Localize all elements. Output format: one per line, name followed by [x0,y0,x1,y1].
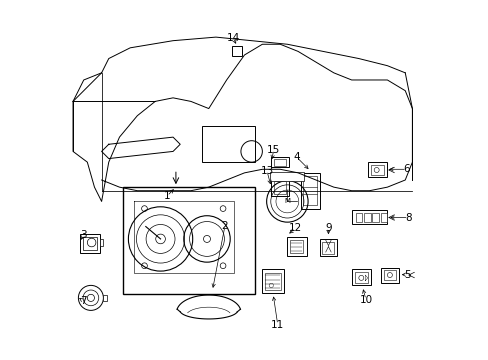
Bar [83,237,97,250]
Bar [201,126,255,162]
Text: 11: 11 [270,320,284,330]
Text: 6: 6 [403,164,409,174]
Bar [351,210,386,224]
Text: 8: 8 [405,212,411,222]
Bar [303,176,316,205]
Bar [273,181,285,194]
Bar [354,272,367,283]
Bar [319,239,336,256]
Text: 15: 15 [266,145,280,155]
Text: 14: 14 [226,33,239,43]
Bar [289,240,303,253]
Bar [372,212,378,222]
Bar [370,165,384,175]
Bar [100,239,103,246]
Text: M: M [284,198,290,204]
Bar [364,212,370,222]
Bar [261,269,283,293]
Bar [273,159,285,166]
Text: 9: 9 [325,222,331,233]
Bar [231,46,242,56]
Text: 1: 1 [163,191,170,201]
Bar [80,234,100,253]
Text: 4: 4 [292,152,299,162]
Bar [380,212,386,222]
Bar [322,242,333,254]
Bar [383,270,395,280]
Bar [264,273,280,290]
Text: 13: 13 [260,166,273,176]
Text: 3: 3 [80,230,86,240]
Bar [270,172,304,181]
Bar [367,162,386,177]
Bar [351,269,370,285]
Bar [271,178,288,196]
Text: 5: 5 [403,270,409,280]
Text: 7: 7 [80,296,86,306]
Text: 2: 2 [221,221,228,231]
Bar [102,295,107,301]
Bar [271,157,288,167]
Bar [286,237,306,256]
Bar [123,187,255,294]
Bar [380,267,398,283]
Text: 12: 12 [288,223,302,233]
Text: 10: 10 [359,295,372,305]
Bar [355,212,362,222]
Bar [300,173,320,208]
